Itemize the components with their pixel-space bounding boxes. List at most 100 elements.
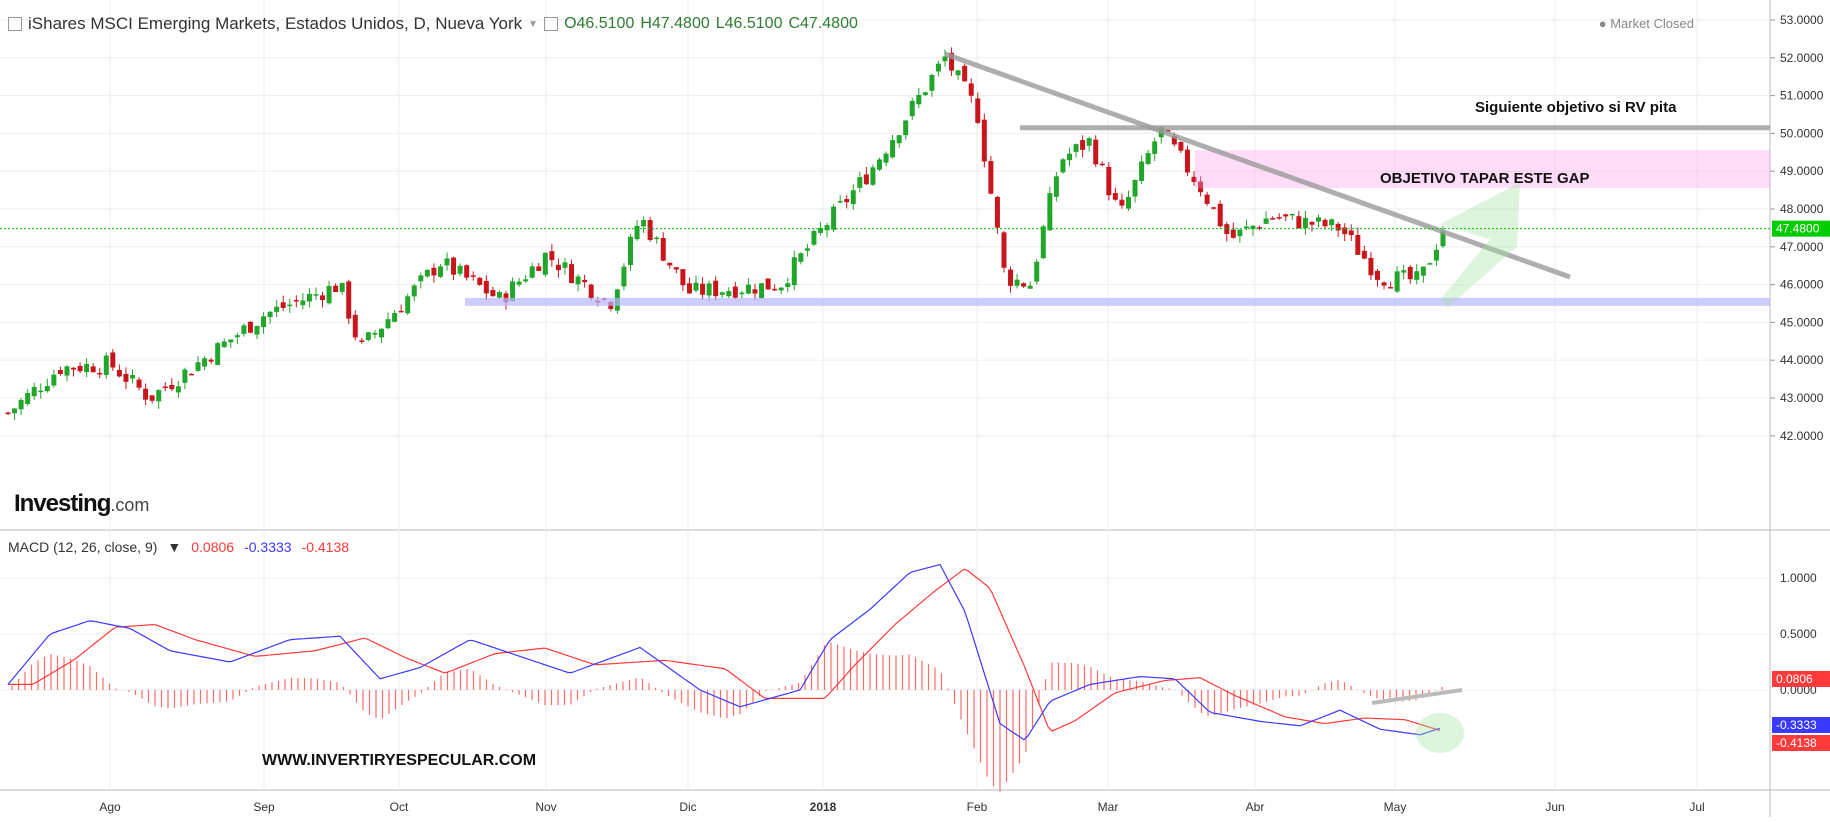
candle-body [824, 225, 830, 231]
candle-body [654, 237, 660, 240]
support-band [465, 297, 1770, 306]
candle-body [863, 174, 869, 185]
candle-body [903, 120, 909, 136]
x-tick-label: Jul [1689, 800, 1704, 814]
candle-body [90, 366, 96, 373]
candle-body [490, 289, 496, 297]
candle-body [116, 370, 122, 377]
candle-body [306, 293, 312, 302]
x-tick-label: May [1384, 800, 1407, 814]
candle-body [1381, 282, 1387, 286]
candle-body [477, 277, 483, 285]
collapse-icon[interactable] [8, 17, 22, 31]
candle-body [431, 267, 437, 276]
candle-body [1289, 213, 1295, 216]
candle-body [569, 264, 575, 284]
trend-line [944, 51, 1571, 280]
candle-body [1237, 229, 1243, 237]
candle-body [228, 339, 234, 343]
candle-body [1171, 136, 1177, 145]
candle-body [1342, 227, 1348, 235]
macd-value-badge-label: 0.0806 [1776, 672, 1813, 686]
candle-body [850, 190, 856, 205]
candle-body [1329, 219, 1335, 226]
macd-highlight-circle [1416, 713, 1464, 753]
chevron-down-icon[interactable]: ▼ [528, 18, 539, 30]
chevron-down-icon[interactable]: ▼ [167, 539, 182, 555]
chart-header: iShares MSCI Emerging Markets, Estados U… [8, 14, 858, 34]
candle-body [686, 283, 692, 294]
candle-body [896, 135, 902, 144]
candle-body [1401, 270, 1407, 273]
candle-body [1250, 225, 1256, 230]
candle-body [752, 289, 758, 294]
settings-icon[interactable] [544, 17, 559, 31]
candle-body [84, 363, 90, 373]
x-tick-label: Jun [1545, 800, 1564, 814]
candle-body [680, 269, 686, 286]
candle-body [103, 355, 109, 375]
candle-body [129, 375, 135, 379]
candle-body [1348, 230, 1354, 236]
candle-body [1433, 249, 1439, 261]
candle-body [1021, 283, 1027, 287]
low-value: L46.5100 [715, 15, 783, 32]
annotation-gap-target: OBJETIVO TAPAR ESTE GAP [1380, 170, 1589, 187]
candle-body [778, 287, 784, 291]
candle-body [1112, 192, 1118, 200]
candle-body [1257, 227, 1263, 229]
candle-body [962, 65, 968, 82]
macd-value-badge-label: -0.3333 [1776, 718, 1817, 732]
candle-body [464, 265, 470, 278]
candle-body [274, 306, 280, 312]
candle-body [791, 257, 797, 286]
candle-body [444, 258, 450, 266]
candle-body [457, 265, 463, 274]
candle-body [909, 100, 915, 117]
candle-body [647, 220, 653, 240]
candle-body [44, 385, 50, 392]
candle-body [667, 262, 673, 266]
candle-body [1125, 196, 1131, 209]
candle-body [1230, 229, 1236, 238]
macd-histogram-group [11, 642, 1443, 792]
candle-body [1027, 285, 1033, 289]
candle-body [1145, 153, 1151, 164]
candle-body [1191, 176, 1197, 182]
candle-body [1086, 138, 1092, 146]
y-tick-label: 50.0000 [1780, 126, 1824, 140]
candle-body [1211, 207, 1217, 209]
x-tick-label: Dic [679, 800, 696, 814]
y-tick-label: 53.0000 [1780, 13, 1824, 27]
candle-body [234, 335, 240, 338]
candle-body [31, 387, 37, 397]
candle-body [1184, 149, 1190, 173]
candle-body [759, 283, 765, 299]
candle-body [372, 332, 378, 335]
candle-body [555, 264, 561, 271]
y-tick-label: 52.0000 [1780, 51, 1824, 65]
candle-body [732, 286, 738, 298]
candle-body [1139, 161, 1145, 181]
candle-body [916, 94, 922, 105]
candle-body [968, 83, 974, 96]
candle-body [739, 292, 745, 295]
candle-body [241, 325, 247, 334]
candle-body [1014, 279, 1020, 286]
candle-body [1440, 231, 1446, 247]
candle-body [719, 292, 725, 295]
candle-body [352, 314, 358, 338]
candle-body [621, 266, 627, 287]
candle-body [890, 140, 896, 158]
investing-logo: Investing.com [14, 490, 149, 518]
high-value: H47.4800 [640, 15, 710, 32]
candle-body [942, 56, 948, 62]
candle-body [542, 252, 548, 275]
y-tick-label: 51.0000 [1780, 89, 1824, 103]
gap-zone [1195, 150, 1770, 189]
candle-body [1322, 219, 1328, 227]
candle-body [1263, 218, 1269, 224]
candle-body [378, 328, 384, 338]
candle-body [745, 284, 751, 294]
